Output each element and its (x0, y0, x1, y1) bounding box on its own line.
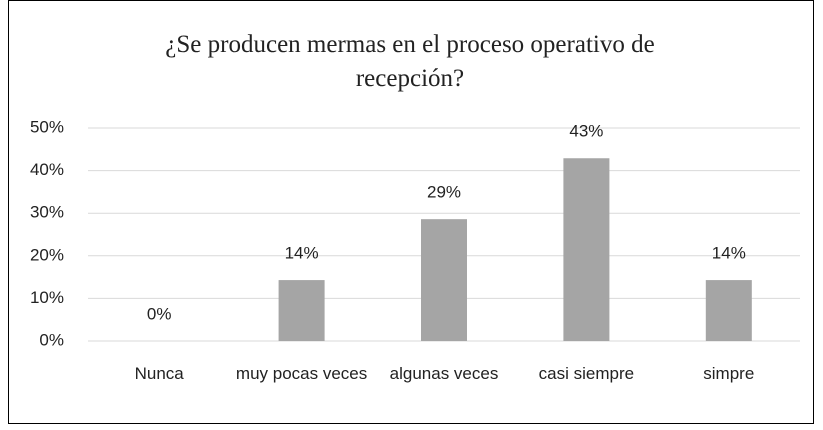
x-tick-label: muy pocas veces (235, 364, 368, 383)
y-tick-label: 20% (30, 245, 64, 264)
bar (705, 280, 752, 341)
data-label: 0% (147, 304, 172, 323)
bar (563, 158, 610, 341)
y-tick-label: 50% (30, 117, 64, 136)
data-label: 43% (569, 122, 603, 141)
y-tick-label: 0% (39, 330, 64, 349)
y-tick-label: 40% (30, 160, 64, 179)
x-tick-label: casi siempre (538, 364, 635, 383)
data-label: 29% (427, 183, 461, 202)
x-tick-label: algunas veces (389, 364, 499, 383)
data-label: 14% (712, 244, 746, 263)
bar (421, 219, 467, 341)
y-tick-label: 30% (30, 203, 64, 222)
bar (278, 280, 325, 341)
x-tick-label: simpre (703, 364, 755, 383)
data-label: 14% (285, 244, 319, 263)
chart-frame (8, 0, 814, 424)
x-tick-label: Nunca (134, 364, 184, 383)
y-tick-label: 10% (30, 288, 64, 307)
chart-title: ¿Se producen mermas en el proceso operat… (165, 31, 655, 92)
